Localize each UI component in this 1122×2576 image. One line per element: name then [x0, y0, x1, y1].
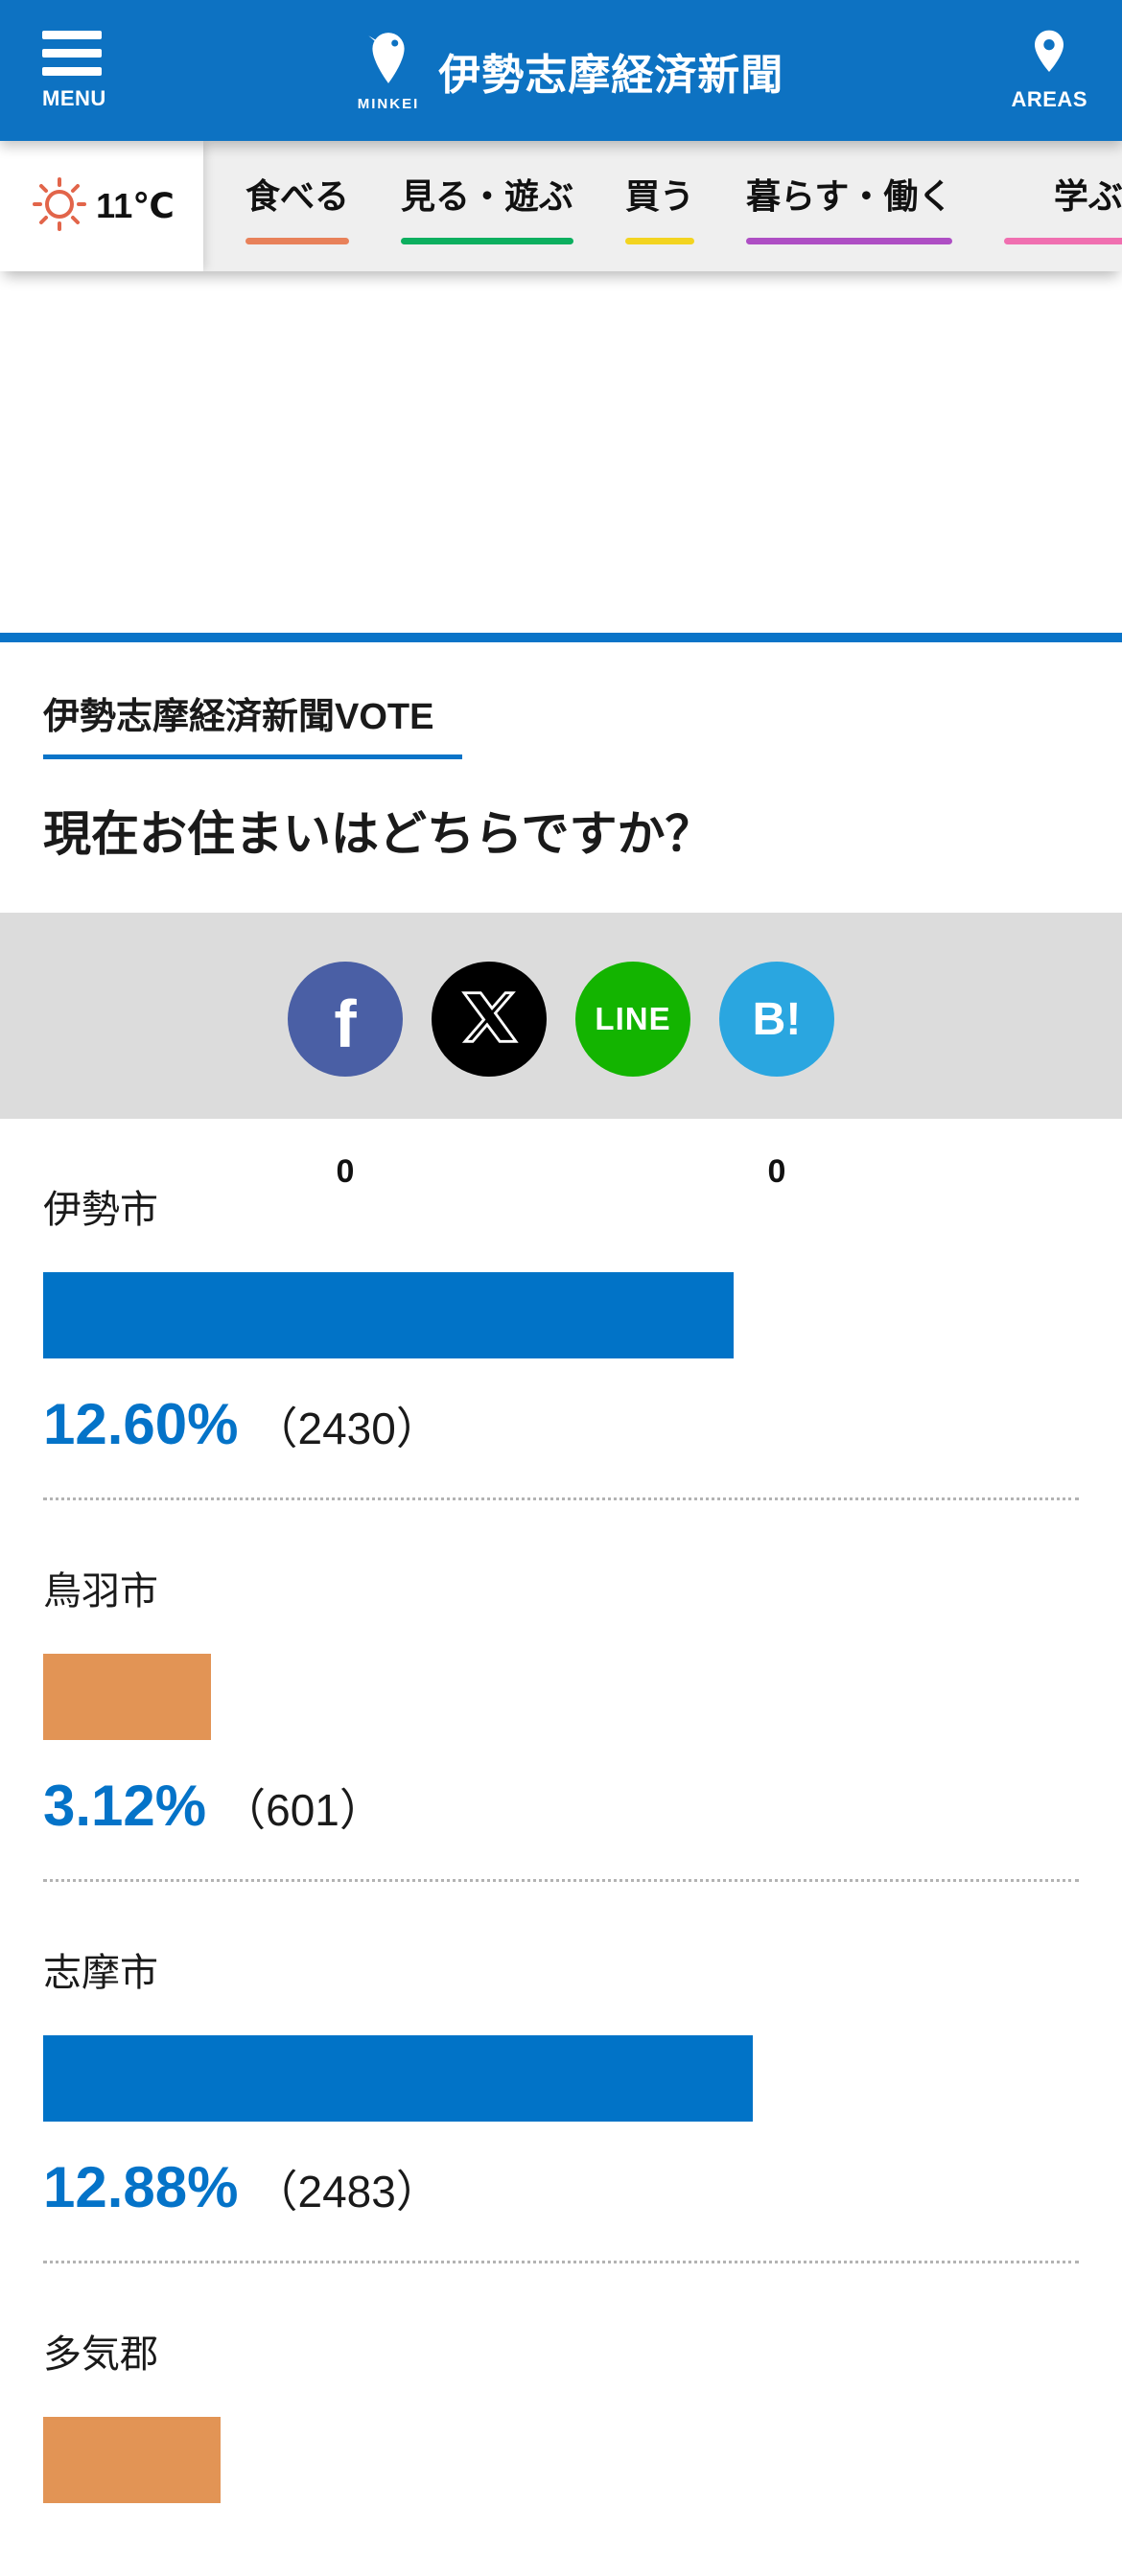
tab-underline [401, 237, 574, 244]
temperature: 11℃ [96, 186, 175, 225]
vote-question: 現在お住まいはどちらですか？ [43, 807, 713, 861]
tab-buy[interactable]: 買う [625, 169, 695, 244]
menu-label: MENU [42, 85, 106, 110]
tab-learn[interactable]: 学ぶ [1004, 169, 1122, 244]
tab-underline [1004, 237, 1122, 244]
poll-bar [43, 1272, 735, 1358]
poll-option-label: 多気郡 [43, 2333, 158, 2376]
x-share-button[interactable] [432, 962, 547, 1077]
poll-bar [43, 1654, 211, 1740]
nav-tabs: 食べる 見る・遊ぶ 買う 暮らす・働く 学ぶ [203, 141, 1122, 271]
areas-label: AREAS [1011, 87, 1087, 111]
hatena-share-button[interactable]: B! [719, 962, 834, 1077]
hatena-share-count: 0 [716, 1146, 837, 1197]
menu-button[interactable]: MENU [42, 30, 129, 111]
poll-percent: 12.88% [43, 2155, 239, 2219]
tab-underline [245, 237, 350, 244]
app-header: MENU MINKEI 伊勢志摩経済新聞 [0, 0, 1122, 141]
sun-icon [29, 174, 90, 240]
share-bar: f LINE B! 0 0 [0, 913, 1122, 1197]
line-share-button[interactable]: LINE [575, 962, 690, 1077]
poll-bar [43, 2417, 221, 2503]
poll-option-label: 鳥羽市 [43, 1570, 158, 1613]
poll-option-label: 志摩市 [43, 1952, 158, 1994]
poll-percent: 3.12% [43, 1774, 207, 1838]
poll-count: （601） [222, 1785, 384, 1835]
hamburger-icon [42, 30, 102, 76]
poll-count: （2483） [253, 2167, 440, 2216]
x-icon [459, 987, 519, 1052]
vote-section-label: 伊勢志摩経済新聞VOTE [43, 686, 463, 759]
poll-bar [43, 2035, 753, 2122]
vote-section-header: 伊勢志摩経済新聞VOTE 現在お住まいはどちらですか？ [0, 642, 1122, 913]
tab-underline [625, 237, 695, 244]
poll-item: 伊勢市 12.60% （2430） [43, 1119, 1079, 1500]
hatena-icon: B! [752, 993, 802, 1045]
poll-item: 志摩市 12.88% （2483） [43, 1882, 1079, 2263]
poll-item: 鳥羽市 3.12% （601） [43, 1500, 1079, 1882]
facebook-share-count: 0 [285, 1146, 406, 1197]
weather-widget[interactable]: 11℃ [0, 141, 203, 271]
category-nav: 11℃ 食べる 見る・遊ぶ 買う 暮らす・働く 学ぶ [0, 141, 1122, 271]
section-divider [0, 633, 1122, 642]
map-pin-icon [1030, 29, 1068, 81]
facebook-icon: f [334, 986, 357, 1061]
ad-placeholder [0, 271, 1122, 633]
tab-underline [746, 237, 953, 244]
minkei-bird-icon [368, 30, 409, 90]
tab-live-work[interactable]: 暮らす・働く [746, 169, 953, 244]
site-logo[interactable]: MINKEI 伊勢志摩経済新聞 [188, 30, 953, 112]
poll-results: 伊勢市 12.60% （2430） 鳥羽市 3.12% （601） 志摩市 12… [0, 1119, 1122, 2576]
poll-count: （2430） [253, 1404, 440, 1453]
areas-button[interactable]: AREAS [1011, 29, 1087, 112]
tab-see-play[interactable]: 見る・遊ぶ [401, 169, 574, 244]
site-title: 伊勢志摩経済新聞 [438, 51, 784, 99]
poll-percent: 12.60% [43, 1392, 239, 1456]
poll-item: 多気郡 [43, 2263, 1079, 2576]
poll-option-label: 伊勢市 [43, 1189, 158, 1231]
brand-subtitle: MINKEI [357, 95, 420, 112]
facebook-share-button[interactable]: f [288, 962, 403, 1077]
line-icon: LINE [595, 1001, 671, 1036]
tab-eat[interactable]: 食べる [245, 169, 350, 244]
